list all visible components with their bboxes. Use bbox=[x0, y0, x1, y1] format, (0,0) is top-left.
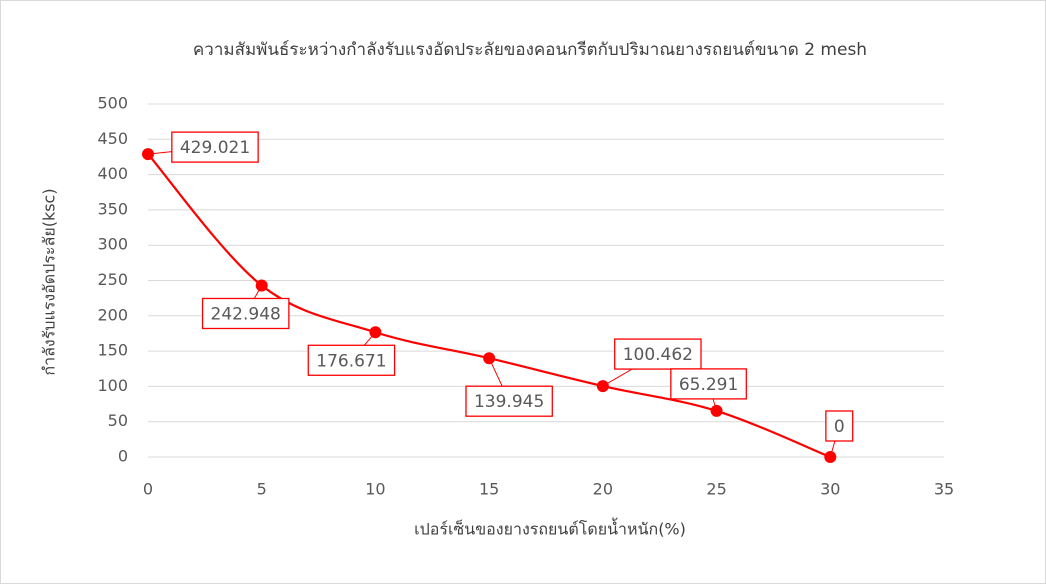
data-label: 65.291 bbox=[679, 375, 738, 395]
y-tick-label: 250 bbox=[97, 270, 128, 289]
data-label: 139.945 bbox=[474, 392, 544, 412]
data-label-box bbox=[465, 385, 553, 417]
x-tick-label: 35 bbox=[934, 480, 954, 499]
y-tick-label: 400 bbox=[97, 164, 128, 183]
data-label-box bbox=[201, 297, 290, 330]
x-tick-label: 20 bbox=[593, 480, 613, 499]
chart-title: ความสัมพันธ์ระหว่างกำลังรับแรงอัดประลัยข… bbox=[193, 40, 867, 60]
x-tick-label: 0 bbox=[143, 480, 153, 499]
y-tick-label: 300 bbox=[97, 235, 128, 254]
data-label-box bbox=[670, 368, 747, 400]
y-tick-label: 450 bbox=[97, 129, 128, 148]
data-label-box bbox=[614, 338, 702, 370]
y-tick-label: 500 bbox=[97, 94, 128, 113]
x-tick-label: 5 bbox=[257, 480, 267, 499]
y-axis-title: กำลังรับแรงอัดประลัย(ksc) bbox=[40, 188, 59, 375]
y-tick-label: 0 bbox=[118, 447, 128, 466]
y-tick-label: 350 bbox=[97, 199, 128, 218]
x-tick-label: 30 bbox=[820, 480, 840, 499]
x-tick-label: 10 bbox=[365, 480, 385, 499]
data-label: 176.671 bbox=[316, 351, 386, 371]
data-label: 100.462 bbox=[623, 345, 693, 365]
data-label-box bbox=[171, 131, 259, 163]
data-label: 242.948 bbox=[211, 304, 281, 324]
data-label-box bbox=[825, 410, 854, 442]
x-tick-label: 15 bbox=[479, 480, 499, 499]
x-axis-title: เปอร์เซ็นของยางรถยนต์โดยน้ำหนัก(%) bbox=[414, 518, 686, 539]
y-tick-label: 200 bbox=[97, 305, 128, 324]
x-tick-label: 25 bbox=[706, 480, 726, 499]
data-label-box bbox=[307, 344, 396, 376]
data-label: 0 bbox=[834, 417, 845, 437]
y-tick-label: 100 bbox=[97, 376, 128, 395]
y-tick-label: 150 bbox=[97, 341, 128, 360]
y-tick-label: 50 bbox=[108, 411, 128, 430]
data-label: 429.021 bbox=[180, 138, 250, 158]
